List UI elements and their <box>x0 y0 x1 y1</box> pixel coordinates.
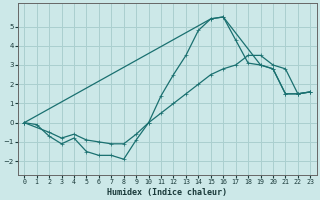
X-axis label: Humidex (Indice chaleur): Humidex (Indice chaleur) <box>107 188 227 197</box>
